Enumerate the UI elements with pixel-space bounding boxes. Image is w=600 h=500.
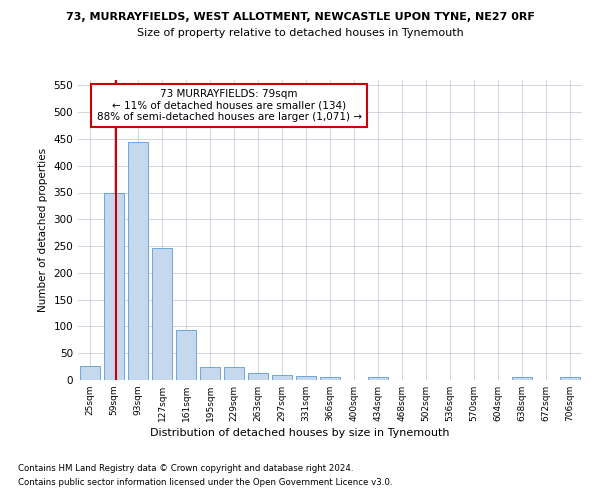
Y-axis label: Number of detached properties: Number of detached properties — [38, 148, 48, 312]
Bar — [176, 330, 196, 380]
Text: Size of property relative to detached houses in Tynemouth: Size of property relative to detached ho… — [137, 28, 463, 38]
Bar — [296, 376, 316, 380]
Bar — [152, 248, 172, 380]
Bar — [272, 374, 292, 380]
Bar — [512, 378, 532, 380]
Bar — [80, 366, 100, 380]
Bar — [248, 373, 268, 380]
Bar — [104, 192, 124, 380]
Bar — [128, 142, 148, 380]
Bar — [200, 366, 220, 380]
Bar — [368, 378, 388, 380]
Text: Contains public sector information licensed under the Open Government Licence v3: Contains public sector information licen… — [18, 478, 392, 487]
Bar — [320, 377, 340, 380]
Bar — [224, 366, 244, 380]
Bar — [560, 378, 580, 380]
Text: 73, MURRAYFIELDS, WEST ALLOTMENT, NEWCASTLE UPON TYNE, NE27 0RF: 73, MURRAYFIELDS, WEST ALLOTMENT, NEWCAS… — [65, 12, 535, 22]
Text: Distribution of detached houses by size in Tynemouth: Distribution of detached houses by size … — [150, 428, 450, 438]
Text: Contains HM Land Registry data © Crown copyright and database right 2024.: Contains HM Land Registry data © Crown c… — [18, 464, 353, 473]
Text: 73 MURRAYFIELDS: 79sqm
← 11% of detached houses are smaller (134)
88% of semi-de: 73 MURRAYFIELDS: 79sqm ← 11% of detached… — [97, 89, 362, 122]
